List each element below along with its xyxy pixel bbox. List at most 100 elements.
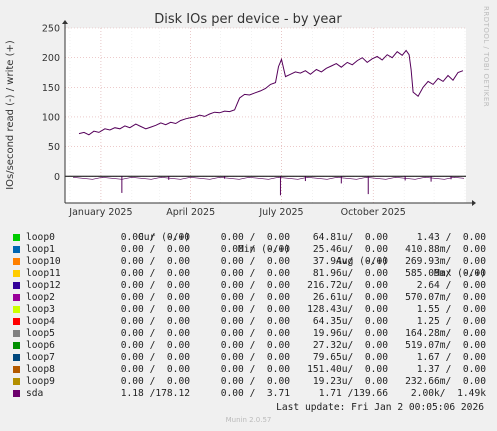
- legend-min: 0.00 / 0.00: [220, 256, 290, 267]
- legend-min: 0.00 / 0.00: [220, 364, 290, 375]
- legend-row-loop6: loop6 0.00 / 0.00 0.00 / 0.00 27.32u/ 0.00 5…: [10, 340, 490, 352]
- legend-max: 232.66m/ 0.00: [405, 376, 486, 387]
- legend-swatch: [13, 294, 20, 301]
- legend-min: 0.00 / 0.00: [220, 316, 290, 327]
- legend-header-avg: Avg (-/+): [336, 256, 388, 267]
- legend-swatch: [13, 258, 20, 265]
- legend-name: sda: [26, 388, 44, 399]
- chart: Disk IOs per device - by year IOs/second…: [5, 6, 490, 218]
- legend-max: 570.07m/ 0.00: [405, 292, 486, 303]
- legend-cur: 0.00 / 0.00: [120, 352, 190, 363]
- legend-avg: 128.43u/ 0.00: [307, 304, 388, 315]
- legend-max: 269.93m/ 0.00: [405, 256, 486, 267]
- x-ticks: January 2025 April 2025 July 2025 October 2…: [68, 207, 406, 218]
- legend-row-loop7: loop7 0.00 / 0.00 0.00 / 0.00 79.65u/ 0.00 1…: [10, 352, 490, 364]
- legend-cur: 0.00 / 0.00: [120, 316, 190, 327]
- legend-name: loop7: [26, 352, 55, 363]
- munin-version: Munin 2.0.57: [225, 416, 272, 424]
- legend-swatch: [13, 234, 20, 241]
- legend-max: 1.67 / 0.00: [416, 352, 486, 363]
- y-tick-label: 150: [42, 83, 60, 94]
- legend-name: loop12: [26, 280, 61, 291]
- legend-cur: 0.00 / 0.00: [120, 304, 190, 315]
- legend-name: loop8: [26, 364, 55, 375]
- rrdtool-credit: RRDTOOL / TOBI OETIKER: [482, 6, 490, 107]
- legend-max: 2.00k/ 1.49k: [410, 388, 486, 399]
- grid: [65, 27, 466, 203]
- legend-min: 0.00 / 0.00: [220, 340, 290, 351]
- legend-name: loop1: [26, 244, 55, 255]
- legend-max: 1.55 / 0.00: [416, 304, 486, 315]
- legend-name: loop11: [26, 268, 61, 279]
- legend-name: loop0: [26, 232, 55, 243]
- legend-cur: 0.00 / 0.00: [120, 280, 190, 291]
- legend-cur: 0.00 / 0.00: [120, 268, 190, 279]
- legend-row-loop11: loop11 0.00 / 0.00 0.00 / 0.00 81.96u/ 0.00…: [10, 268, 490, 280]
- legend-swatch: [13, 330, 20, 337]
- legend-min: 0.00 / 0.00: [220, 232, 290, 243]
- legend-cur: 0.00 / 0.00: [120, 328, 190, 339]
- legend-swatch: [13, 306, 20, 313]
- y-tick-label: 200: [42, 53, 60, 64]
- series: [65, 49, 466, 196]
- x-tick-label: October 2025: [341, 207, 406, 218]
- legend-rows: loop0 0.00 / 0.00 0.00 / 0.00 64.81u/ 0.00 1…: [10, 232, 490, 400]
- y-axis-label: IOs/second read (-) / write (+): [5, 40, 16, 190]
- legend-row-loop8: loop8 0.00 / 0.00 0.00 / 0.00 151.40u/ 0.00…: [10, 364, 490, 376]
- chart-title: Disk IOs per device - by year: [154, 12, 342, 27]
- x-axis-arrow: [472, 200, 476, 206]
- legend-min: 0.00 / 0.00: [220, 328, 290, 339]
- legend-avg: 27.32u/ 0.00: [312, 340, 388, 351]
- legend-min: 0.00 / 3.71: [220, 388, 290, 399]
- legend-row-loop2: loop2 0.00 / 0.00 0.00 / 0.00 26.61u/ 0.00 5…: [10, 292, 490, 304]
- legend-avg: 25.46u/ 0.00: [312, 244, 388, 255]
- legend-avg: 37.94u/ 0.00: [312, 256, 388, 267]
- legend-avg: 1.71 /139.66: [318, 388, 388, 399]
- legend-cur: 0.00 / 0.00: [120, 256, 190, 267]
- sda-read-line: [72, 176, 465, 180]
- legend-header-min: Min (-/+): [238, 244, 290, 255]
- legend-name: loop3: [26, 304, 55, 315]
- legend-min: 0.00 / 0.00: [220, 244, 290, 255]
- last-update: Last update: Fri Jan 2 00:05:06 2026: [276, 402, 484, 413]
- legend-cur: 0.00 / 0.00: [120, 232, 190, 243]
- legend: Cur (-/+) Min (-/+) Avg (-/+) Max (-/+) …: [10, 220, 490, 400]
- legend-name: loop6: [26, 340, 55, 351]
- legend-max: 410.88m/ 0.00: [405, 244, 486, 255]
- legend-max: 1.37 / 0.00: [416, 364, 486, 375]
- legend-name: loop2: [26, 292, 55, 303]
- legend-swatch: [13, 354, 20, 361]
- legend-cur: 1.18 /178.12: [120, 388, 190, 399]
- y-tick-label: 250: [42, 24, 60, 35]
- legend-avg: 26.61u/ 0.00: [312, 292, 388, 303]
- legend-cur: 0.00 / 0.00: [120, 244, 190, 255]
- legend-swatch: [13, 318, 20, 325]
- legend-swatch: [13, 270, 20, 277]
- legend-cur: 0.00 / 0.00: [120, 376, 190, 387]
- legend-row-loop12: loop12 0.00 / 0.00 0.00 / 0.00 216.72u/ 0.0…: [10, 280, 490, 292]
- legend-row-loop1: loop1 0.00 / 0.00 0.00 / 0.00 25.46u/ 0.00 4…: [10, 244, 490, 256]
- sda-write-line: [78, 49, 464, 136]
- legend-swatch: [13, 366, 20, 373]
- legend-name: loop4: [26, 316, 55, 327]
- legend-max: 164.28m/ 0.00: [405, 328, 486, 339]
- x-tick-label: January 2025: [68, 207, 132, 218]
- legend-avg: 79.65u/ 0.00: [312, 352, 388, 363]
- legend-max: 2.64 / 0.00: [416, 280, 486, 291]
- legend-max: 519.07m/ 0.00: [405, 340, 486, 351]
- legend-swatch: [13, 342, 20, 349]
- legend-row-loop10: loop10 0.00 / 0.00 0.00 / 0.00 37.94u/ 0.00…: [10, 256, 490, 268]
- y-tick-label: 100: [42, 112, 60, 123]
- legend-cur: 0.00 / 0.00: [120, 292, 190, 303]
- legend-max: 1.25 / 0.00: [416, 316, 486, 327]
- legend-min: 0.00 / 0.00: [220, 304, 290, 315]
- legend-row-loop9: loop9 0.00 / 0.00 0.00 / 0.00 19.23u/ 0.00 2…: [10, 376, 490, 388]
- legend-cur: 0.00 / 0.00: [120, 364, 190, 375]
- legend-avg: 19.23u/ 0.00: [312, 376, 388, 387]
- legend-row-loop3: loop3 0.00 / 0.00 0.00 / 0.00 128.43u/ 0.00…: [10, 304, 490, 316]
- legend-min: 0.00 / 0.00: [220, 376, 290, 387]
- legend-header-cur: Cur (-/+): [138, 232, 190, 243]
- legend-swatch: [13, 246, 20, 253]
- x-tick-label: July 2025: [258, 207, 303, 218]
- y-ticks: 250 200 150 100 50 0: [42, 24, 60, 183]
